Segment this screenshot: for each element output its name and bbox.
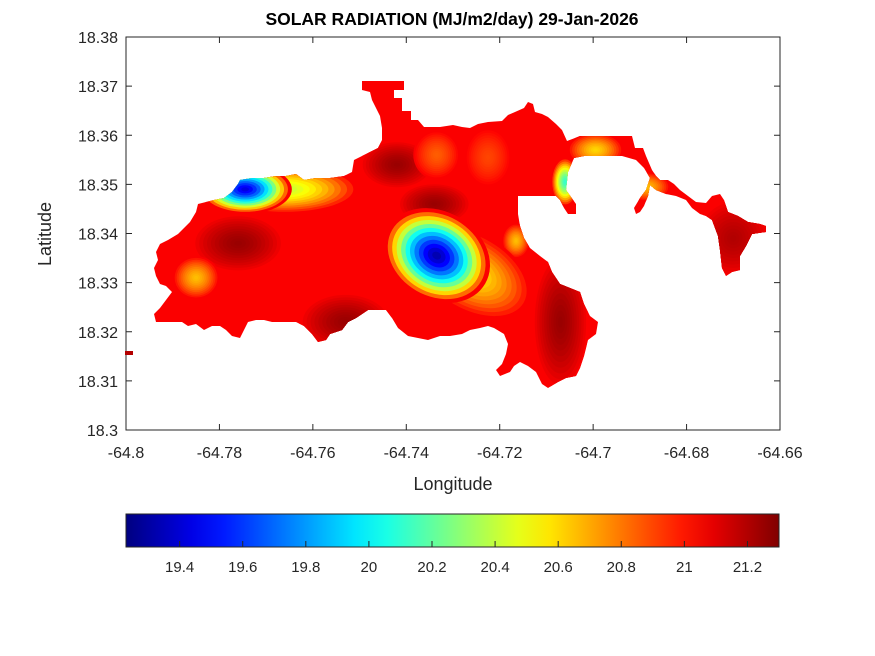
contour-level [486, 154, 490, 160]
y-tick-label: 18.3 [87, 423, 118, 440]
contour-level [241, 187, 250, 192]
x-tick-label: -64.74 [384, 445, 429, 462]
y-axis: 18.3 18.31 18.32 18.33 18.34 18.35 18.36 18.37 1… [78, 30, 780, 440]
x-axis: -64.8 -64.78 -64.76 -64.74 -64.72 -64.7 -64.68… [108, 37, 803, 462]
colorbar-ticks: 19.4 19.6 19.8 20 20.2 20.4 20.6 20.8 21 21.2 [165, 541, 762, 576]
colorbar-tick-label: 20 [361, 559, 378, 576]
y-tick-label: 18.37 [78, 79, 118, 96]
colorbar-tick-label: 20.4 [480, 559, 509, 576]
contour-level [431, 202, 438, 206]
colorbar-tick-label: 19.4 [165, 559, 194, 576]
colorbar-tick-label: 20.8 [607, 559, 636, 576]
islet [125, 351, 133, 355]
y-tick-label: 18.32 [78, 325, 118, 342]
y-tick-label: 18.31 [78, 374, 118, 391]
x-tick-label: -64.68 [664, 445, 709, 462]
contour-feature-north-orange-spot [413, 130, 461, 180]
contour-level [730, 235, 737, 242]
x-tick-label: -64.76 [290, 445, 335, 462]
x-tick-label: -64.8 [108, 445, 145, 462]
colorbar: 19.4 19.6 19.8 20 20.2 20.4 20.6 20.8 21 21.2 [125, 513, 780, 576]
x-tick-label: -64.72 [477, 445, 522, 462]
contour-feature-central-minimum [383, 208, 490, 304]
plot-area: -64.8 -64.78 -64.76 -64.74 -64.72 -64.7 -64.68… [78, 30, 803, 462]
x-axis-label: Longitude [413, 474, 492, 494]
colorbar-tick-label: 21 [676, 559, 693, 576]
y-tick-label: 18.34 [78, 227, 118, 244]
contour-level [563, 179, 567, 184]
contour-level [234, 240, 243, 246]
y-tick-label: 18.33 [78, 276, 118, 293]
colorbar-tick-label: 21.2 [733, 559, 762, 576]
colorbar-gradient [125, 513, 780, 548]
x-tick-label: -64.7 [575, 445, 612, 462]
contour-level [432, 251, 442, 260]
y-axis-label: Latitude [35, 202, 55, 266]
y-tick-label: 18.38 [78, 30, 118, 47]
colorbar-tick-label: 20.6 [544, 559, 573, 576]
contour-level [514, 239, 518, 243]
contour-feature-dark-patch-west [191, 213, 285, 273]
contour-level [393, 162, 401, 167]
x-tick-label: -64.66 [757, 445, 802, 462]
contour-feature-dark-patch-southeast [532, 253, 589, 388]
contour-level [194, 275, 199, 280]
contour-feature-west-orange-spot [172, 256, 220, 300]
contour-feature-dark-patch-north [359, 140, 435, 190]
contour-feature-northeast-orange-spot [464, 127, 512, 187]
contour-level [434, 152, 439, 157]
contour-level [593, 148, 598, 152]
y-tick-label: 18.35 [78, 177, 118, 194]
colorbar-tick-label: 19.8 [291, 559, 320, 576]
x-tick-label: -64.78 [197, 445, 242, 462]
chart-title: SOLAR RADIATION (MJ/m2/day) 29-Jan-2026 [265, 9, 638, 29]
y-tick-label: 18.36 [78, 128, 118, 145]
contour-level [558, 316, 563, 328]
colorbar-tick-label: 20.2 [417, 559, 446, 576]
colorbar-tick-label: 19.6 [228, 559, 257, 576]
